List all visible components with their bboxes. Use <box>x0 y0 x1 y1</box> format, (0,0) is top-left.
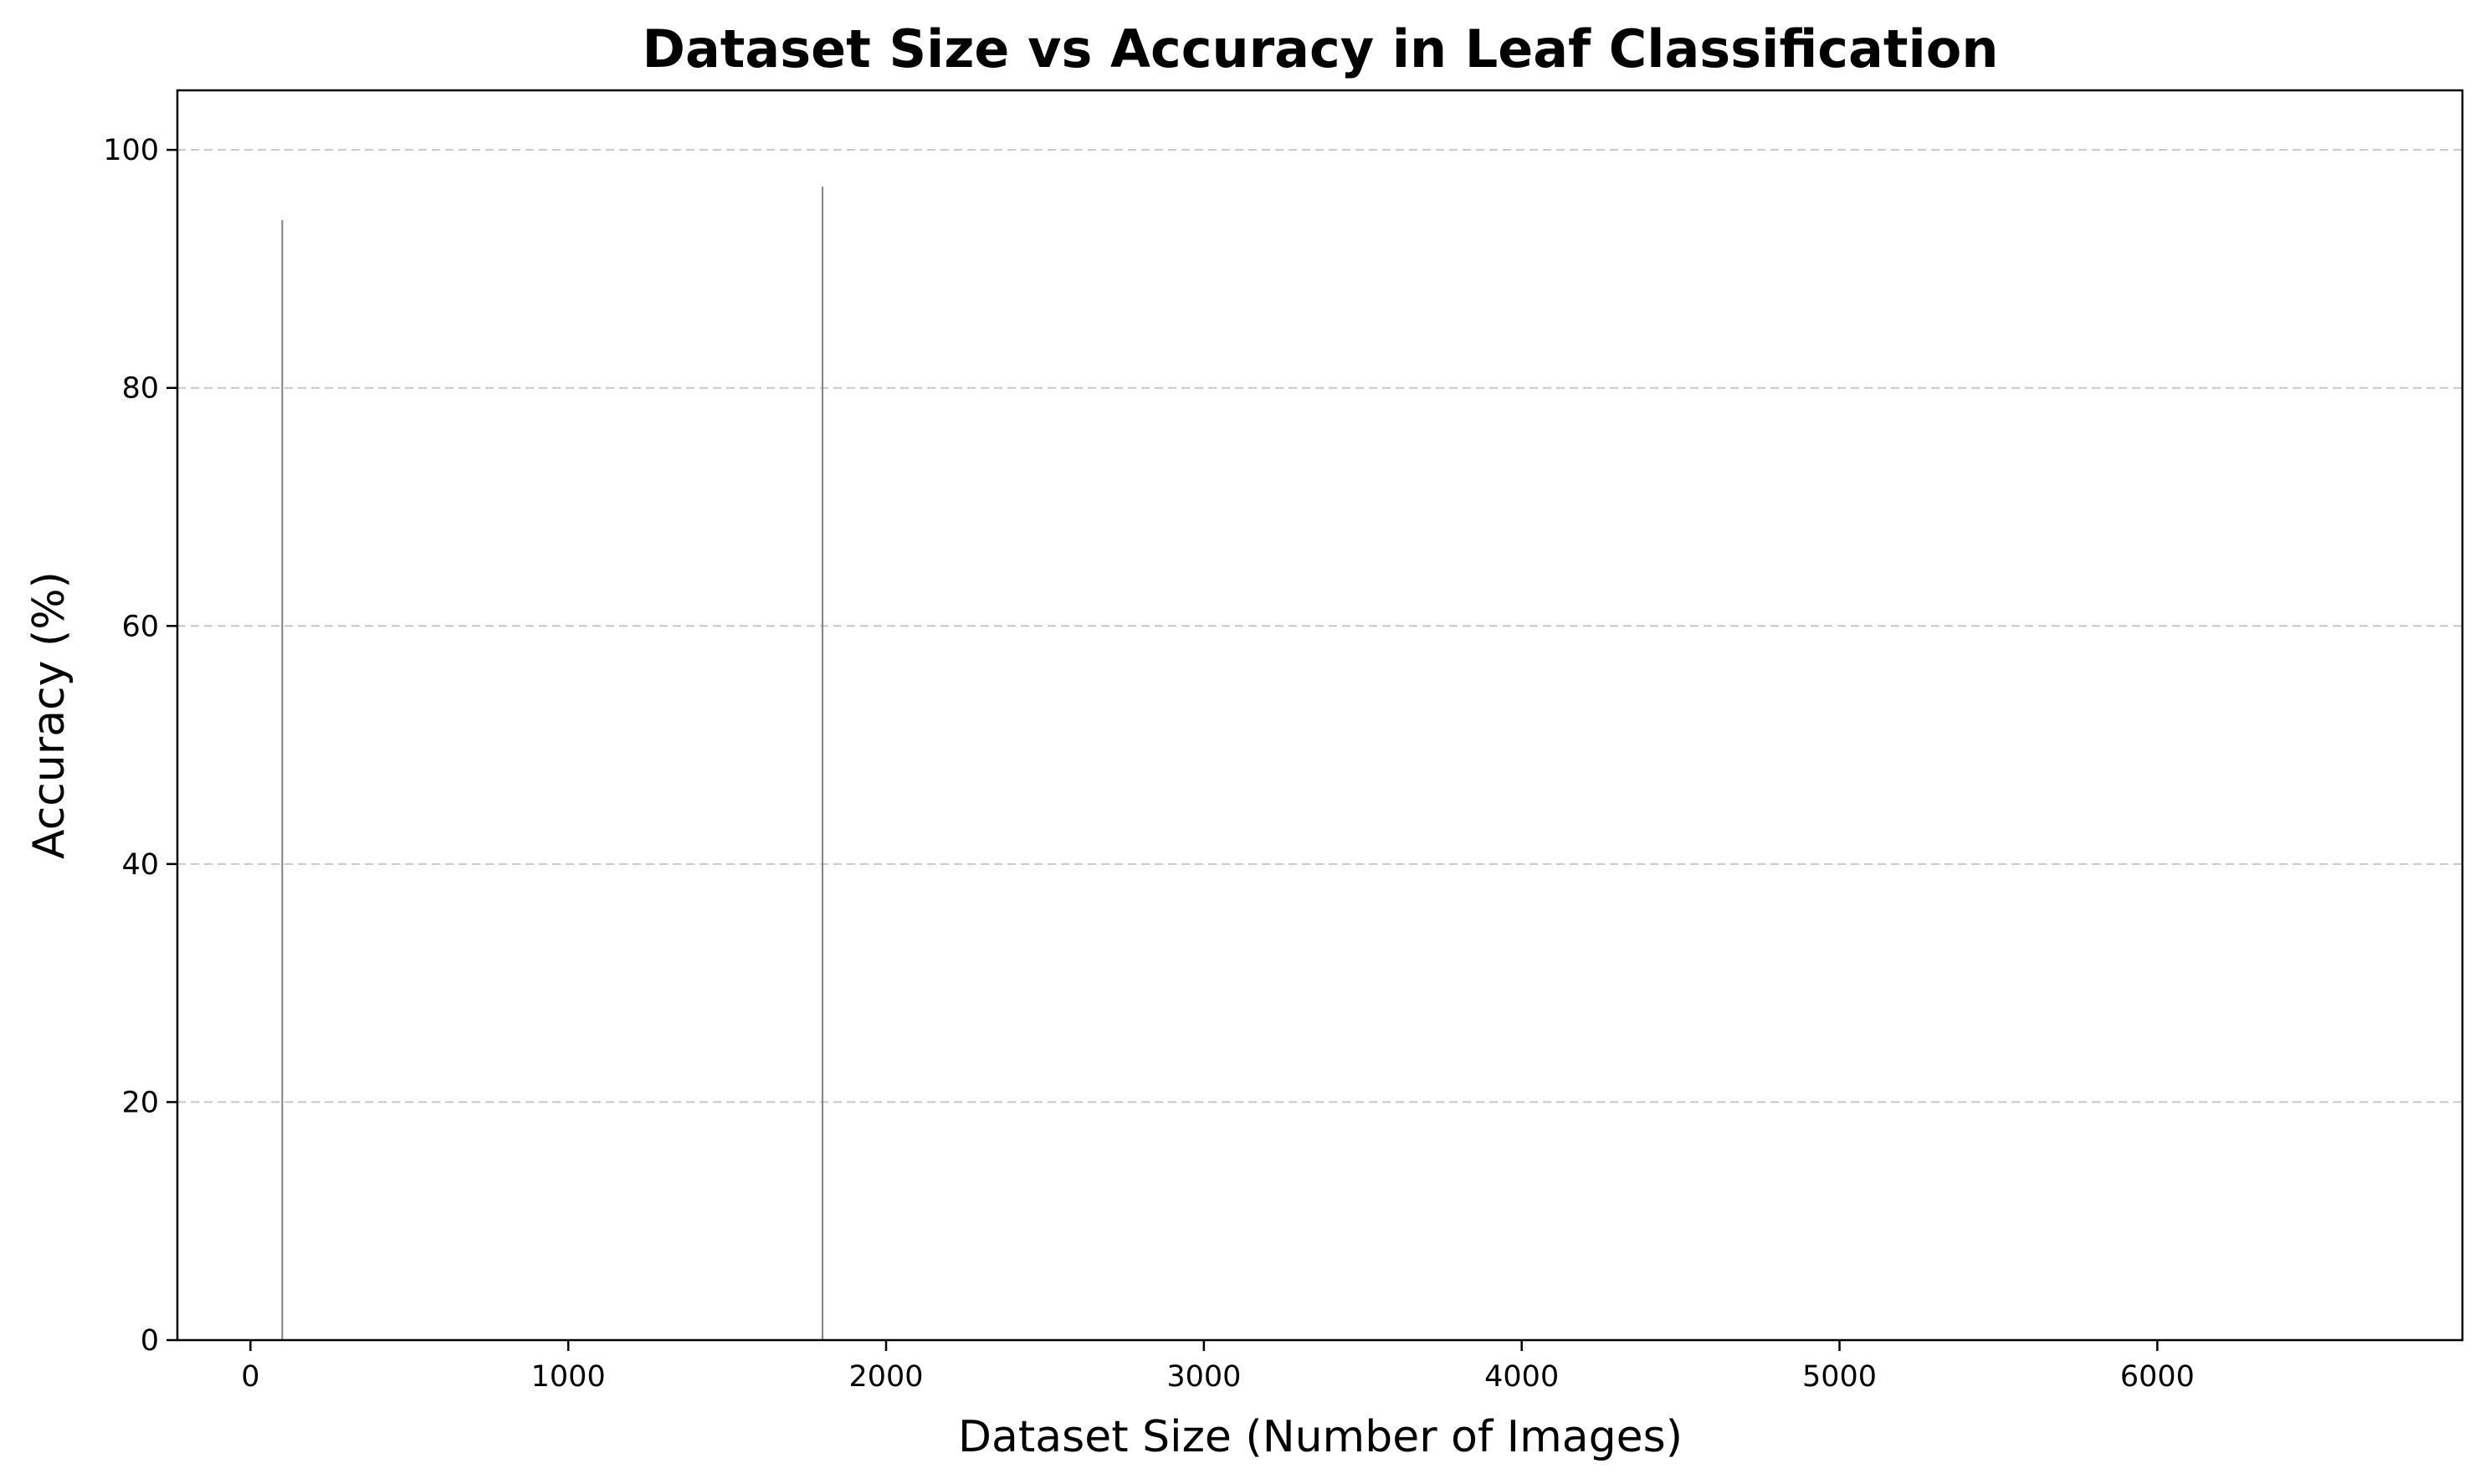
y-tick-label: 60 <box>121 610 159 643</box>
x-axis-label: Dataset Size (Number of Images) <box>958 1412 1683 1462</box>
x-tick-label: 2000 <box>848 1360 923 1394</box>
bar <box>281 220 284 1340</box>
y-tick-label: 0 <box>141 1324 159 1358</box>
x-tick-label: 1000 <box>531 1360 606 1394</box>
x-tick-label: 3000 <box>1166 1360 1241 1394</box>
y-tick-label: 100 <box>103 134 159 167</box>
y-axis-label: Accuracy (%) <box>24 571 74 859</box>
x-tick-label: 6000 <box>2120 1360 2195 1394</box>
x-tick-label: 0 <box>241 1360 259 1394</box>
chart-title: Dataset Size vs Accuracy in Leaf Classif… <box>642 18 1998 79</box>
y-gridlines <box>177 149 2462 1103</box>
y-tick-label: 20 <box>121 1086 159 1119</box>
plot-frame <box>176 89 2464 1342</box>
x-tick-label: 5000 <box>1802 1360 1877 1394</box>
y-tick-label: 40 <box>121 848 159 882</box>
bar <box>822 187 824 1340</box>
bars <box>281 187 824 1340</box>
x-tick-label: 4000 <box>1484 1360 1559 1394</box>
y-tick-label: 80 <box>121 372 159 406</box>
